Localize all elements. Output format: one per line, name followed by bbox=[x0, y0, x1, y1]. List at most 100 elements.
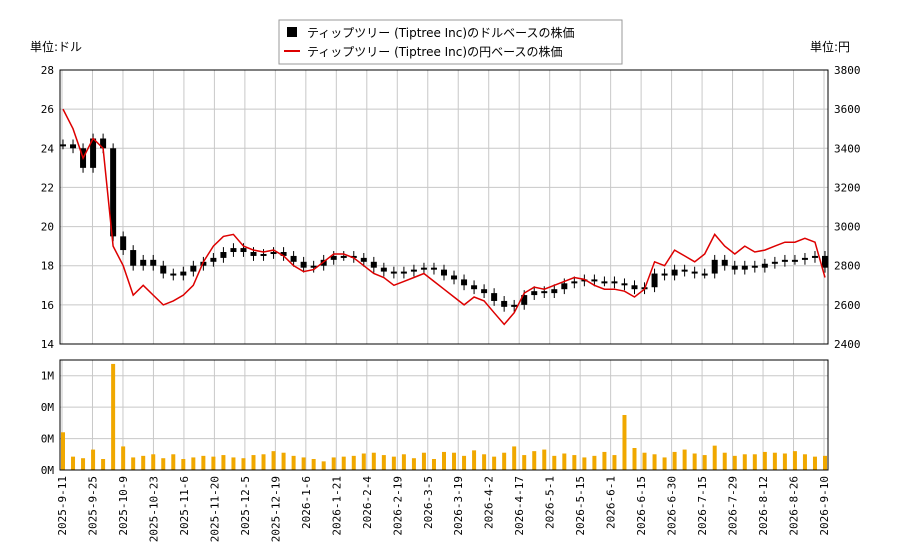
volume-bar bbox=[231, 457, 236, 470]
usd-candle bbox=[561, 283, 568, 290]
x-tick-label: 2025-10-9 bbox=[117, 476, 130, 536]
volume-bar bbox=[241, 458, 246, 470]
right-tick-label: 3600 bbox=[834, 103, 861, 116]
legend-label-jpy: ティップツリー (Tiptree Inc)の円ベースの株価 bbox=[307, 44, 562, 59]
volume-bar bbox=[411, 458, 416, 470]
x-tick-label: 2026-1-21 bbox=[330, 476, 343, 536]
volume-bar bbox=[782, 453, 787, 470]
right-tick-label: 2800 bbox=[834, 260, 861, 273]
volume-bar bbox=[381, 455, 386, 470]
volume-bar bbox=[161, 458, 166, 470]
left-tick-label: 14 bbox=[41, 338, 55, 351]
volume-tick-label: 0M bbox=[41, 401, 55, 414]
volume-bar bbox=[692, 453, 697, 470]
volume-bar bbox=[71, 456, 76, 470]
usd-candle bbox=[250, 252, 257, 256]
legend-box bbox=[278, 19, 623, 65]
volume-bar bbox=[732, 455, 737, 470]
volume-bar bbox=[421, 452, 426, 470]
x-tick-label: 2026-9-10 bbox=[818, 476, 831, 536]
x-tick-label: 2026-3-5 bbox=[422, 476, 435, 529]
usd-candle bbox=[320, 259, 327, 266]
usd-candle bbox=[531, 291, 538, 296]
right-tick-label: 3200 bbox=[834, 181, 861, 194]
x-axis-ticks: 2025-9-11 2025-9-25 2025-10-9 2025-10-23 202… bbox=[56, 476, 831, 543]
usd-candle bbox=[360, 257, 367, 262]
usd-candle bbox=[90, 138, 97, 168]
volume-bar bbox=[201, 455, 206, 470]
volume-bar bbox=[612, 455, 617, 470]
usd-candle bbox=[741, 265, 748, 270]
usd-candle bbox=[410, 269, 417, 272]
x-tick-label: 2025-11-6 bbox=[178, 476, 191, 536]
volume-bar bbox=[121, 446, 126, 470]
usd-candle bbox=[801, 257, 808, 260]
legend-marker-usd bbox=[287, 27, 297, 37]
x-tick-label: 2026-4-2 bbox=[483, 476, 496, 529]
volume-bar bbox=[391, 456, 396, 470]
volume-bar bbox=[171, 454, 176, 470]
volume-bar bbox=[492, 456, 497, 470]
usd-candle bbox=[781, 259, 788, 262]
usd-candle bbox=[571, 281, 578, 284]
volume-bar bbox=[682, 449, 687, 470]
x-tick-label: 2026-6-1 bbox=[605, 476, 618, 529]
usd-candle bbox=[220, 252, 227, 258]
usd-candle bbox=[110, 148, 117, 237]
usd-candle bbox=[731, 265, 738, 270]
volume-bar bbox=[472, 450, 477, 470]
volume-bar bbox=[552, 455, 557, 470]
usd-price-series bbox=[60, 133, 828, 312]
usd-candle bbox=[240, 248, 247, 253]
volume-bar bbox=[742, 454, 747, 470]
usd-candle bbox=[140, 259, 147, 266]
price-plot-border bbox=[59, 69, 829, 345]
usd-candle bbox=[711, 259, 718, 274]
volume-bar bbox=[652, 454, 657, 470]
left-price-ticks: 14 16 18 20 22 24 26 28 bbox=[41, 64, 55, 351]
usd-candle bbox=[330, 255, 337, 260]
volume-bar bbox=[181, 459, 186, 470]
usd-candle bbox=[701, 273, 708, 276]
volume-plot-border bbox=[59, 359, 829, 471]
volume-bar bbox=[622, 415, 627, 470]
x-tick-label: 2026-5-15 bbox=[574, 476, 587, 536]
usd-candle bbox=[601, 281, 608, 284]
usd-candle bbox=[390, 271, 397, 274]
usd-candle bbox=[430, 267, 437, 270]
volume-ticks: 0M 0M 0M 1M bbox=[41, 370, 55, 477]
left-tick-label: 20 bbox=[41, 221, 54, 234]
usd-candle bbox=[671, 269, 678, 276]
usd-candle bbox=[811, 255, 818, 258]
usd-candle bbox=[130, 250, 137, 266]
right-unit-label: 単位:円 bbox=[810, 39, 850, 54]
volume-bar bbox=[532, 451, 537, 470]
volume-bar bbox=[131, 457, 136, 470]
left-tick-label: 28 bbox=[41, 64, 54, 77]
usd-candle bbox=[300, 261, 307, 268]
usd-candle bbox=[791, 259, 798, 262]
legend: ティップツリー (Tiptree Inc)のドルベースの株価 ティップツリー (… bbox=[278, 19, 623, 65]
jpy-price-line bbox=[62, 108, 826, 326]
volume-bar bbox=[592, 455, 597, 470]
left-tick-label: 24 bbox=[41, 142, 55, 155]
volume-tick-label: 0M bbox=[41, 464, 55, 477]
price-plot-area bbox=[60, 70, 828, 344]
volume-bar bbox=[772, 452, 777, 470]
price-panel: 14 16 18 20 22 24 26 28 2400 2600 2800 3000 3200 340… bbox=[41, 64, 861, 351]
volume-bar bbox=[542, 449, 547, 470]
usd-candle bbox=[60, 144, 66, 147]
volume-bar bbox=[572, 455, 577, 470]
usd-candle bbox=[581, 279, 588, 282]
usd-candle bbox=[721, 259, 728, 266]
x-tick-label: 2026-8-12 bbox=[757, 476, 770, 536]
usd-candle bbox=[651, 273, 658, 288]
usd-candle bbox=[521, 295, 528, 305]
usd-candle bbox=[270, 252, 277, 255]
volume-bar bbox=[462, 455, 467, 470]
x-tick-label: 2026-6-15 bbox=[635, 476, 648, 536]
x-tick-label: 2026-4-17 bbox=[513, 476, 526, 536]
x-tick-label: 2025-12-19 bbox=[269, 476, 282, 542]
x-tick-label: 2026-7-29 bbox=[727, 476, 740, 536]
volume-bar bbox=[662, 457, 667, 470]
